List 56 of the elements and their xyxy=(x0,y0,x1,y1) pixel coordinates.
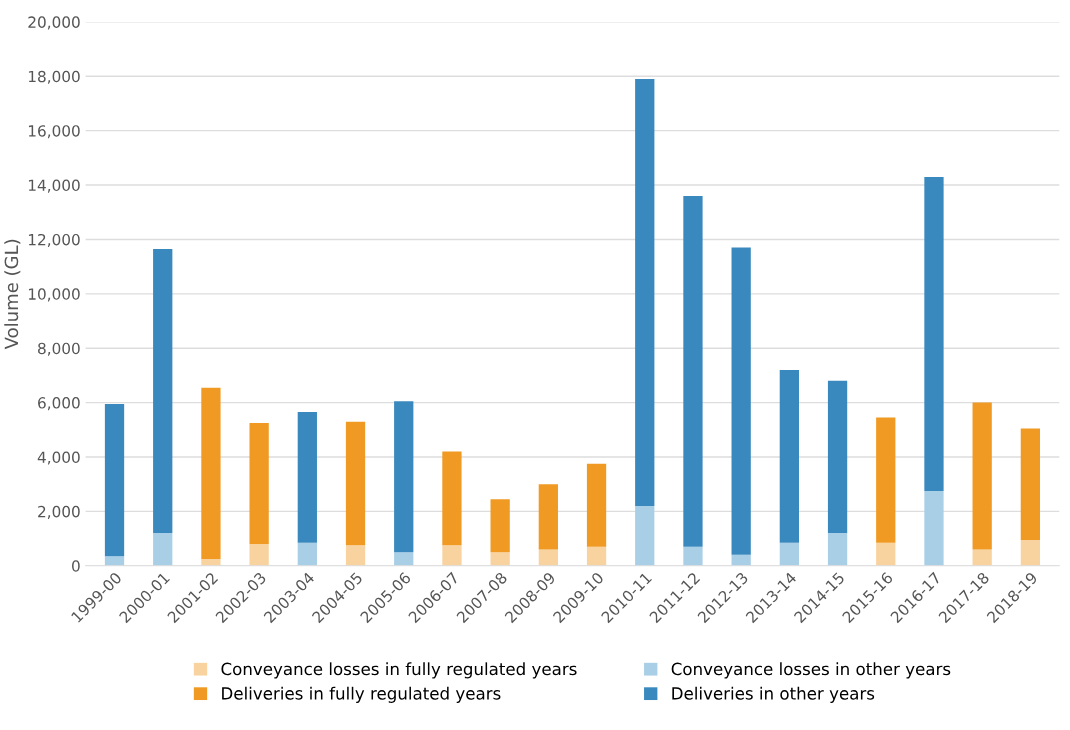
bar xyxy=(490,552,510,566)
bar xyxy=(779,369,799,543)
y-tick-label: 8,000 xyxy=(38,342,80,356)
bar xyxy=(1020,539,1041,566)
y-tick-label: 0 xyxy=(72,560,80,572)
bar xyxy=(394,552,414,566)
bar xyxy=(972,549,992,566)
bar xyxy=(972,402,992,550)
bar xyxy=(201,558,221,566)
bar xyxy=(924,176,944,491)
legend-label: Conveyance losses in fully regulated years xyxy=(221,662,577,679)
y-tick-label: 14,000 xyxy=(28,179,80,193)
bar xyxy=(249,544,269,566)
bar xyxy=(635,505,655,566)
legend-label: Deliveries in fully regulated years xyxy=(222,686,501,703)
y-tick-label: 18,000 xyxy=(28,70,80,84)
bar xyxy=(538,549,558,566)
bar xyxy=(876,417,896,543)
bar xyxy=(586,546,607,566)
bar xyxy=(442,545,462,566)
bar xyxy=(924,490,944,566)
bar xyxy=(249,422,269,544)
y-tick-label: 2,000 xyxy=(38,505,80,519)
bar xyxy=(1020,428,1041,540)
bar xyxy=(635,79,655,506)
legend-label: Conveyance losses in other years xyxy=(671,662,951,679)
bar xyxy=(442,451,462,546)
bar xyxy=(201,387,221,559)
legend-label: Deliveries in other years xyxy=(672,686,875,703)
y-tick-label: 20,000 xyxy=(28,16,80,30)
bar xyxy=(104,403,125,557)
bar xyxy=(779,542,799,566)
bar xyxy=(731,554,751,566)
bar xyxy=(297,412,317,543)
y-axis-title: Volume (GL) xyxy=(4,239,21,350)
y-tick-label: 6,000 xyxy=(38,397,80,411)
bar xyxy=(297,542,317,566)
bar xyxy=(104,556,125,566)
bar xyxy=(538,484,558,550)
bar xyxy=(586,463,607,547)
bar xyxy=(490,499,510,553)
bar xyxy=(394,401,414,553)
bar xyxy=(153,533,173,566)
y-tick-label: 10,000 xyxy=(28,288,80,302)
bar xyxy=(683,546,703,566)
y-tick-label: 12,000 xyxy=(28,233,80,248)
bar xyxy=(827,533,848,566)
bar xyxy=(153,248,173,534)
bar xyxy=(345,545,366,566)
y-tick-label: 4,000 xyxy=(37,451,80,465)
bar xyxy=(683,195,703,547)
y-tick-label: 16,000 xyxy=(28,125,80,139)
bar xyxy=(827,380,848,534)
bar xyxy=(731,247,751,555)
bar xyxy=(345,421,366,546)
bar xyxy=(876,542,896,566)
